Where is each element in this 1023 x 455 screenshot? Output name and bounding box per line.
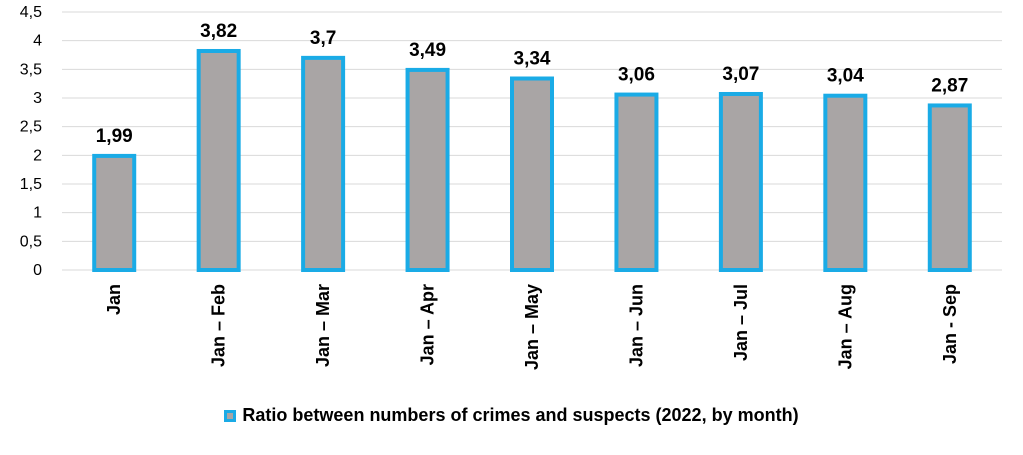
data-label: 3,07	[722, 64, 759, 85]
legend: Ratio between numbers of crimes and susp…	[0, 405, 1023, 426]
data-label: 2,87	[931, 75, 968, 96]
x-tick-label: Jan – Feb	[209, 284, 229, 367]
bar	[405, 67, 450, 273]
data-label: 3,49	[409, 40, 446, 61]
x-tick-label: Jan – Jun	[626, 284, 646, 367]
x-tick-label: Jan – Aug	[835, 284, 855, 369]
legend-label: Ratio between numbers of crimes and susp…	[242, 405, 799, 425]
y-tick-label: 0,5	[20, 233, 42, 250]
data-label: 3,04	[827, 66, 864, 87]
y-tick-label: 1	[33, 205, 42, 222]
y-tick-label: 2	[33, 147, 42, 164]
legend-swatch	[224, 409, 237, 422]
y-tick-label: 2,5	[20, 119, 42, 136]
data-label: 3,82	[200, 21, 237, 42]
bar	[718, 91, 763, 272]
bar	[196, 48, 241, 273]
y-tick-label: 4	[33, 33, 42, 50]
x-tick-label: Jan – Apr	[418, 284, 438, 365]
bar	[823, 93, 868, 272]
x-tick-label: Jan – Mar	[313, 284, 333, 367]
data-label: 3,34	[514, 49, 551, 70]
bar	[510, 76, 554, 272]
bar	[927, 103, 972, 272]
data-label: 1,99	[96, 126, 133, 147]
bar	[92, 153, 137, 272]
y-tick-label: 1,5	[20, 176, 42, 193]
x-tick-label: Jan - Sep	[940, 284, 960, 364]
bar	[301, 55, 346, 272]
y-tick-label: 3,5	[20, 61, 42, 78]
x-tick-label: Jan – Jul	[731, 284, 751, 361]
x-tick-label: Jan – May	[522, 284, 542, 370]
x-tick-label: Jan	[104, 284, 124, 315]
data-label: 3,06	[618, 65, 655, 86]
y-tick-label: 3	[33, 90, 42, 107]
y-tick-label: 0	[33, 262, 42, 279]
bar	[614, 92, 659, 272]
y-tick-label: 4,5	[20, 4, 42, 21]
bar-chart: 0 0,5 1 1,5 2 2,5 3 3,5 4 4,5 1,99 Jan 3,82 Jan – Feb…	[20, 4, 1002, 370]
data-label: 3,7	[310, 28, 336, 49]
